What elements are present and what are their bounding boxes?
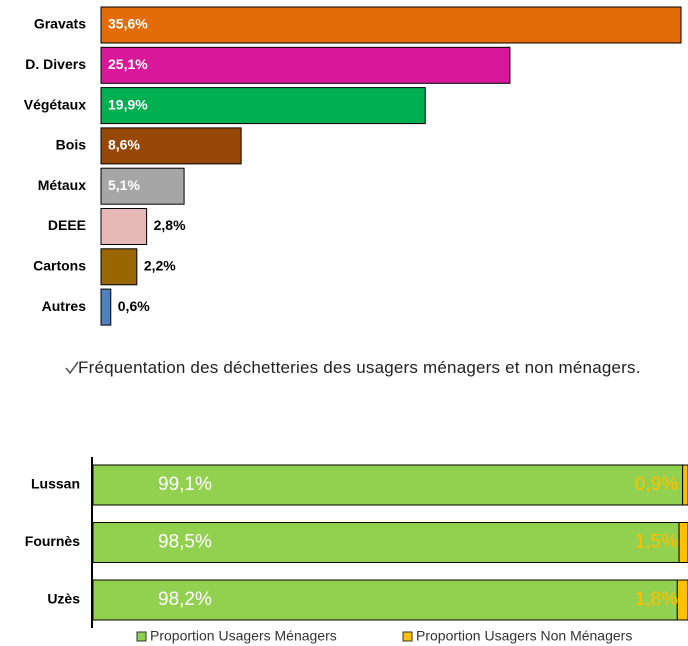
value-label: 98,5% (158, 532, 212, 553)
value-label: 2,2% (144, 258, 176, 274)
value-label: 0,6% (118, 298, 150, 314)
value-label: 35,6% (108, 16, 148, 32)
category-label: Fournès (25, 533, 80, 549)
category-label: Cartons (33, 258, 86, 274)
paragraph: Fréquentation des déchetteries des usage… (78, 356, 686, 380)
bar-segment (676, 579, 688, 621)
legend-swatch (402, 631, 413, 642)
category-label: Gravats (34, 16, 86, 32)
category-label: D. Divers (25, 56, 86, 72)
paragraph-text: Fréquentation des déchetteries des usage… (78, 358, 641, 377)
bar (100, 127, 242, 165)
bar-segment (678, 522, 688, 563)
value-label: 98,2% (158, 589, 212, 610)
bar-segment (92, 464, 684, 506)
value-label: 99,1% (158, 474, 212, 495)
bar (100, 167, 185, 205)
legend-label: Proportion Usagers Ménagers (150, 628, 337, 644)
bar (100, 248, 138, 286)
value-label: 25,1% (108, 56, 148, 72)
value-label: 5,1% (108, 177, 140, 193)
bar (100, 288, 112, 326)
category-label: Végétaux (24, 96, 86, 112)
legend-swatch (136, 631, 147, 642)
value-label: 1,5% (635, 532, 678, 553)
category-label: Métaux (38, 177, 86, 193)
value-label: 19,9% (108, 96, 148, 112)
value-label: 0,9% (635, 474, 678, 495)
category-label: DEEE (48, 217, 86, 233)
category-label: Lussan (31, 476, 80, 492)
check-icon (65, 361, 79, 375)
bar (100, 6, 682, 44)
bar (100, 208, 148, 245)
value-label: 1,8% (635, 589, 678, 610)
value-label: 8,6% (108, 137, 140, 153)
category-label: Uzès (47, 591, 80, 607)
bar (100, 87, 426, 125)
category-label: Autres (42, 298, 87, 314)
legend-label: Proportion Usagers Non Ménagers (416, 628, 632, 644)
category-label: Bois (56, 137, 87, 153)
value-label: 2,8% (154, 217, 186, 233)
bar-segment (682, 464, 688, 506)
bar (100, 46, 511, 84)
